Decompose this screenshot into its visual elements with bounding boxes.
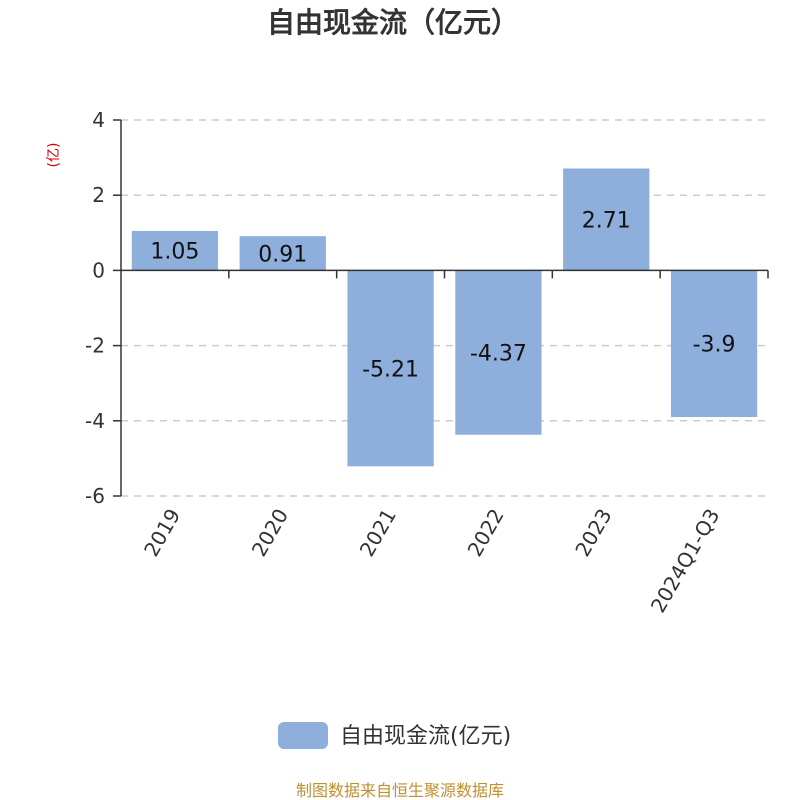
y-tick-label: -6 — [85, 484, 105, 508]
y-tick-label: 2 — [92, 183, 105, 207]
bar[interactable] — [131, 230, 219, 271]
x-tick-label: 2021 — [355, 505, 401, 561]
x-tick-label: 2019 — [139, 505, 185, 561]
data-label: 0.91 — [258, 242, 307, 267]
data-label: 2.71 — [582, 208, 631, 233]
legend[interactable]: 自由现金流(亿元) — [278, 722, 511, 749]
data-labels: 1.05 0.91 -5.21 -4.37 2.71 -3.9 — [150, 208, 735, 382]
data-label: -4.37 — [470, 342, 527, 367]
legend-swatch — [278, 722, 328, 749]
bar[interactable] — [239, 236, 326, 271]
y-tick-label: -4 — [85, 409, 105, 433]
source-note: 制图数据来自恒生聚源数据库 — [296, 781, 504, 800]
bar[interactable] — [563, 168, 650, 271]
y-tick-label: 0 — [92, 258, 105, 282]
x-tick-label: 2020 — [247, 505, 293, 561]
bar[interactable] — [347, 270, 434, 467]
y-axis-unit-label: (亿) — [46, 143, 62, 168]
data-label: -3.9 — [693, 333, 736, 358]
gridlines — [121, 119, 768, 497]
x-tick-label: 2022 — [463, 505, 509, 561]
data-label: -5.21 — [362, 357, 419, 382]
y-tick-labels: 4 2 0 -2 -4 -6 — [85, 108, 105, 508]
x-tick-label: 2023 — [570, 505, 616, 561]
legend-label: 自由现金流(亿元) — [340, 724, 511, 749]
y-tick-label: 4 — [92, 108, 105, 132]
x-tick-labels: 2019 2020 2021 2022 2023 2024Q1-Q3 — [139, 505, 724, 617]
chart-title: 自由现金流（亿元） — [267, 6, 519, 39]
x-tick-label: 2024Q1-Q3 — [646, 505, 725, 617]
axes — [113, 119, 769, 497]
y-tick-label: -2 — [85, 334, 105, 358]
bar[interactable] — [455, 270, 542, 435]
data-label: 1.05 — [150, 240, 199, 265]
bars — [131, 168, 758, 467]
bar[interactable] — [670, 270, 758, 418]
